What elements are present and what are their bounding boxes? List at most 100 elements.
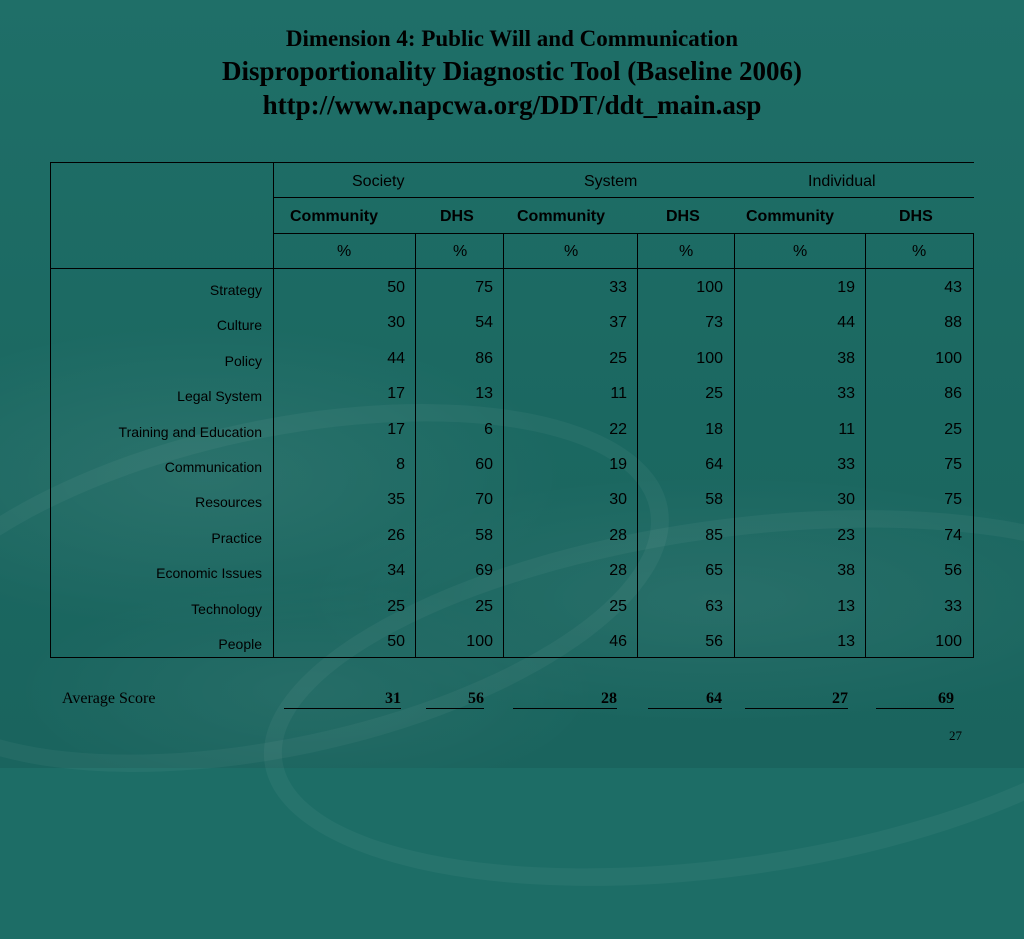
unit-label: % bbox=[337, 243, 352, 260]
group-header-system: System bbox=[584, 173, 638, 190]
table-cell: 69 bbox=[475, 562, 493, 579]
average-value: 56 bbox=[426, 690, 484, 709]
table-cell: 22 bbox=[609, 421, 627, 438]
table-cell: 75 bbox=[944, 456, 962, 473]
header-line bbox=[273, 233, 974, 234]
row-label: Technology bbox=[191, 601, 262, 617]
table-cell: 33 bbox=[837, 385, 855, 402]
row-label: Communication bbox=[164, 459, 262, 475]
table-cell: 25 bbox=[944, 421, 962, 438]
table-cell: 38 bbox=[837, 350, 855, 367]
table-cell: 100 bbox=[466, 633, 493, 650]
table-cell: 35 bbox=[387, 491, 405, 508]
table-cell: 13 bbox=[837, 598, 855, 615]
table-cell: 37 bbox=[609, 314, 627, 331]
row-label: Policy bbox=[224, 353, 262, 369]
header-line bbox=[273, 197, 974, 198]
table-border-top bbox=[50, 162, 974, 163]
average-value: 31 bbox=[284, 690, 401, 709]
row-label: Culture bbox=[216, 317, 262, 333]
average-value: 28 bbox=[513, 690, 617, 709]
column-divider bbox=[865, 233, 866, 658]
table-cell: 100 bbox=[696, 350, 723, 367]
table-cell: 64 bbox=[705, 456, 723, 473]
table-cell: 70 bbox=[475, 491, 493, 508]
table-cell: 100 bbox=[935, 633, 962, 650]
unit-label: % bbox=[679, 243, 694, 260]
table-cell: 86 bbox=[475, 350, 493, 367]
unit-label: % bbox=[453, 243, 468, 260]
subheader-community: Community bbox=[746, 208, 834, 225]
table-cell: 56 bbox=[705, 633, 723, 650]
row-label: Practice bbox=[211, 530, 262, 546]
average-score-label: Average Score bbox=[62, 690, 156, 707]
table-cell: 11 bbox=[838, 421, 855, 438]
table-cell: 65 bbox=[705, 562, 723, 579]
table-cell: 100 bbox=[696, 279, 723, 296]
table-cell: 19 bbox=[609, 456, 627, 473]
table-cell: 6 bbox=[484, 421, 493, 438]
table-cell: 28 bbox=[609, 562, 627, 579]
table-cell: 73 bbox=[705, 314, 723, 331]
row-label: Legal System bbox=[177, 388, 262, 404]
subheader-community: Community bbox=[290, 208, 378, 225]
table-cell: 30 bbox=[387, 314, 405, 331]
table-cell: 30 bbox=[609, 491, 627, 508]
table-cell: 18 bbox=[705, 421, 723, 438]
table-cell: 19 bbox=[837, 279, 855, 296]
title-line-2: Disproportionality Diagnostic Tool (Base… bbox=[221, 56, 803, 86]
table-cell: 75 bbox=[944, 491, 962, 508]
column-divider bbox=[415, 233, 416, 658]
unit-label: % bbox=[793, 243, 808, 260]
table-cell: 43 bbox=[944, 279, 962, 296]
table-cell: 23 bbox=[837, 527, 855, 544]
table-cell: 33 bbox=[609, 279, 627, 296]
row-label: Resources bbox=[195, 494, 262, 510]
table-cell: 88 bbox=[944, 314, 962, 331]
slide-title: Dimension 4: Public Will and Communicati… bbox=[0, 24, 1024, 122]
table-cell: 100 bbox=[935, 350, 962, 367]
table-cell: 17 bbox=[387, 385, 405, 402]
table-cell: 85 bbox=[705, 527, 723, 544]
table-cell: 13 bbox=[475, 385, 493, 402]
title-url: http://www.napcwa.org/DDT/ddt_main.asp bbox=[262, 90, 762, 120]
table-cell: 50 bbox=[387, 279, 405, 296]
table-cell: 58 bbox=[705, 491, 723, 508]
table-cell: 11 bbox=[610, 385, 627, 402]
unit-label: % bbox=[912, 243, 927, 260]
table-cell: 28 bbox=[609, 527, 627, 544]
row-label: People bbox=[218, 636, 262, 652]
column-divider bbox=[637, 233, 638, 658]
column-divider bbox=[503, 233, 504, 658]
table-cell: 63 bbox=[705, 598, 723, 615]
table-border-left bbox=[50, 162, 51, 658]
table-cell: 74 bbox=[944, 527, 962, 544]
table-cell: 25 bbox=[387, 598, 405, 615]
label-column-divider bbox=[273, 162, 274, 658]
table-cell: 8 bbox=[396, 456, 405, 473]
row-label: Economic Issues bbox=[156, 565, 262, 581]
table-cell: 56 bbox=[944, 562, 962, 579]
subheader-community: Community bbox=[517, 208, 605, 225]
table-border-right bbox=[973, 233, 974, 658]
table-cell: 25 bbox=[475, 598, 493, 615]
table-header-divider bbox=[50, 268, 974, 269]
average-value: 64 bbox=[648, 690, 722, 709]
table-cell: 54 bbox=[475, 314, 493, 331]
table-cell: 25 bbox=[609, 598, 627, 615]
subheader-dhs: DHS bbox=[666, 208, 700, 225]
table-cell: 26 bbox=[387, 527, 405, 544]
average-value: 69 bbox=[876, 690, 954, 709]
table-cell: 30 bbox=[837, 491, 855, 508]
table-cell: 58 bbox=[475, 527, 493, 544]
page-number: 27 bbox=[949, 728, 962, 743]
unit-label: % bbox=[564, 243, 579, 260]
row-label: Strategy bbox=[209, 282, 262, 298]
title-line-1: Dimension 4: Public Will and Communicati… bbox=[285, 26, 739, 51]
table-cell: 46 bbox=[609, 633, 627, 650]
table-cell: 34 bbox=[387, 562, 405, 579]
table-cell: 60 bbox=[475, 456, 493, 473]
row-label: Training and Education bbox=[118, 424, 262, 440]
subheader-dhs: DHS bbox=[440, 208, 474, 225]
table-cell: 25 bbox=[705, 385, 723, 402]
